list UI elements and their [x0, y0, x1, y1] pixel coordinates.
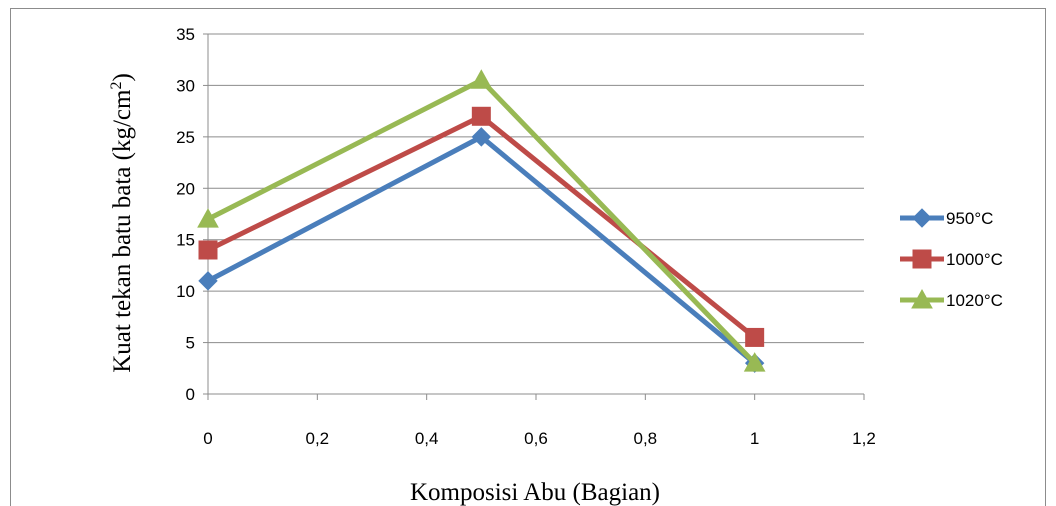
legend-label: 950°C [946, 209, 993, 228]
x-tick-label: 0,4 [415, 429, 439, 448]
y-tick-label: 15 [176, 231, 195, 250]
series-3 [197, 69, 766, 372]
chart-frame [10, 8, 1046, 506]
x-tick-label: 0 [203, 429, 212, 448]
y-tick-label: 20 [176, 179, 195, 198]
data-point [745, 327, 765, 347]
x-tick-label: 1 [750, 429, 759, 448]
y-tick-label: 0 [186, 385, 195, 404]
data-point [197, 208, 219, 228]
axes [203, 33, 865, 400]
y-axis-title: Kuat tekan batu bata (kg/cm2) [108, 73, 136, 373]
legend: 950°C 1000°C 1020°C [900, 208, 1003, 310]
gridlines [208, 33, 864, 395]
x-tick-label: 0,2 [306, 429, 330, 448]
y-tick-labels: 0 5 10 15 20 25 30 35 [176, 25, 195, 404]
series-line [206, 113, 757, 340]
legend-marker [911, 288, 933, 309]
y-tick-label: 30 [176, 76, 195, 95]
legend-entry: 1020°C [900, 288, 1003, 310]
x-axis-title: Komposisi Abu (Bagian) [410, 479, 660, 506]
y-tick-label: 25 [176, 128, 195, 147]
y-tick-label: 35 [176, 25, 195, 44]
series-2 [198, 106, 765, 347]
y-tick-label: 5 [186, 334, 195, 353]
legend-entry: 950°C [900, 208, 993, 228]
y-tick-label: 10 [176, 282, 195, 301]
x-tick-labels: 0 0,2 0,4 0,6 0,8 1 1,2 [203, 429, 876, 448]
data-point [743, 352, 766, 372]
data-point [471, 127, 492, 147]
data-point [471, 106, 491, 126]
x-tick-label: 0,6 [524, 429, 548, 448]
legend-label: 1020°C [946, 291, 1003, 310]
data-point [198, 240, 218, 260]
data-point [198, 271, 218, 291]
x-tick-label: 0,8 [634, 429, 658, 448]
legend-label: 1000°C [946, 250, 1003, 269]
legend-entry: 1000°C [900, 249, 1003, 269]
legend-marker [912, 249, 932, 269]
legend-marker [912, 208, 932, 228]
series-lines [197, 69, 766, 373]
data-point [470, 69, 493, 89]
series-1 [198, 127, 765, 373]
series-line [206, 134, 757, 366]
x-tick-label: 1,2 [852, 429, 876, 448]
